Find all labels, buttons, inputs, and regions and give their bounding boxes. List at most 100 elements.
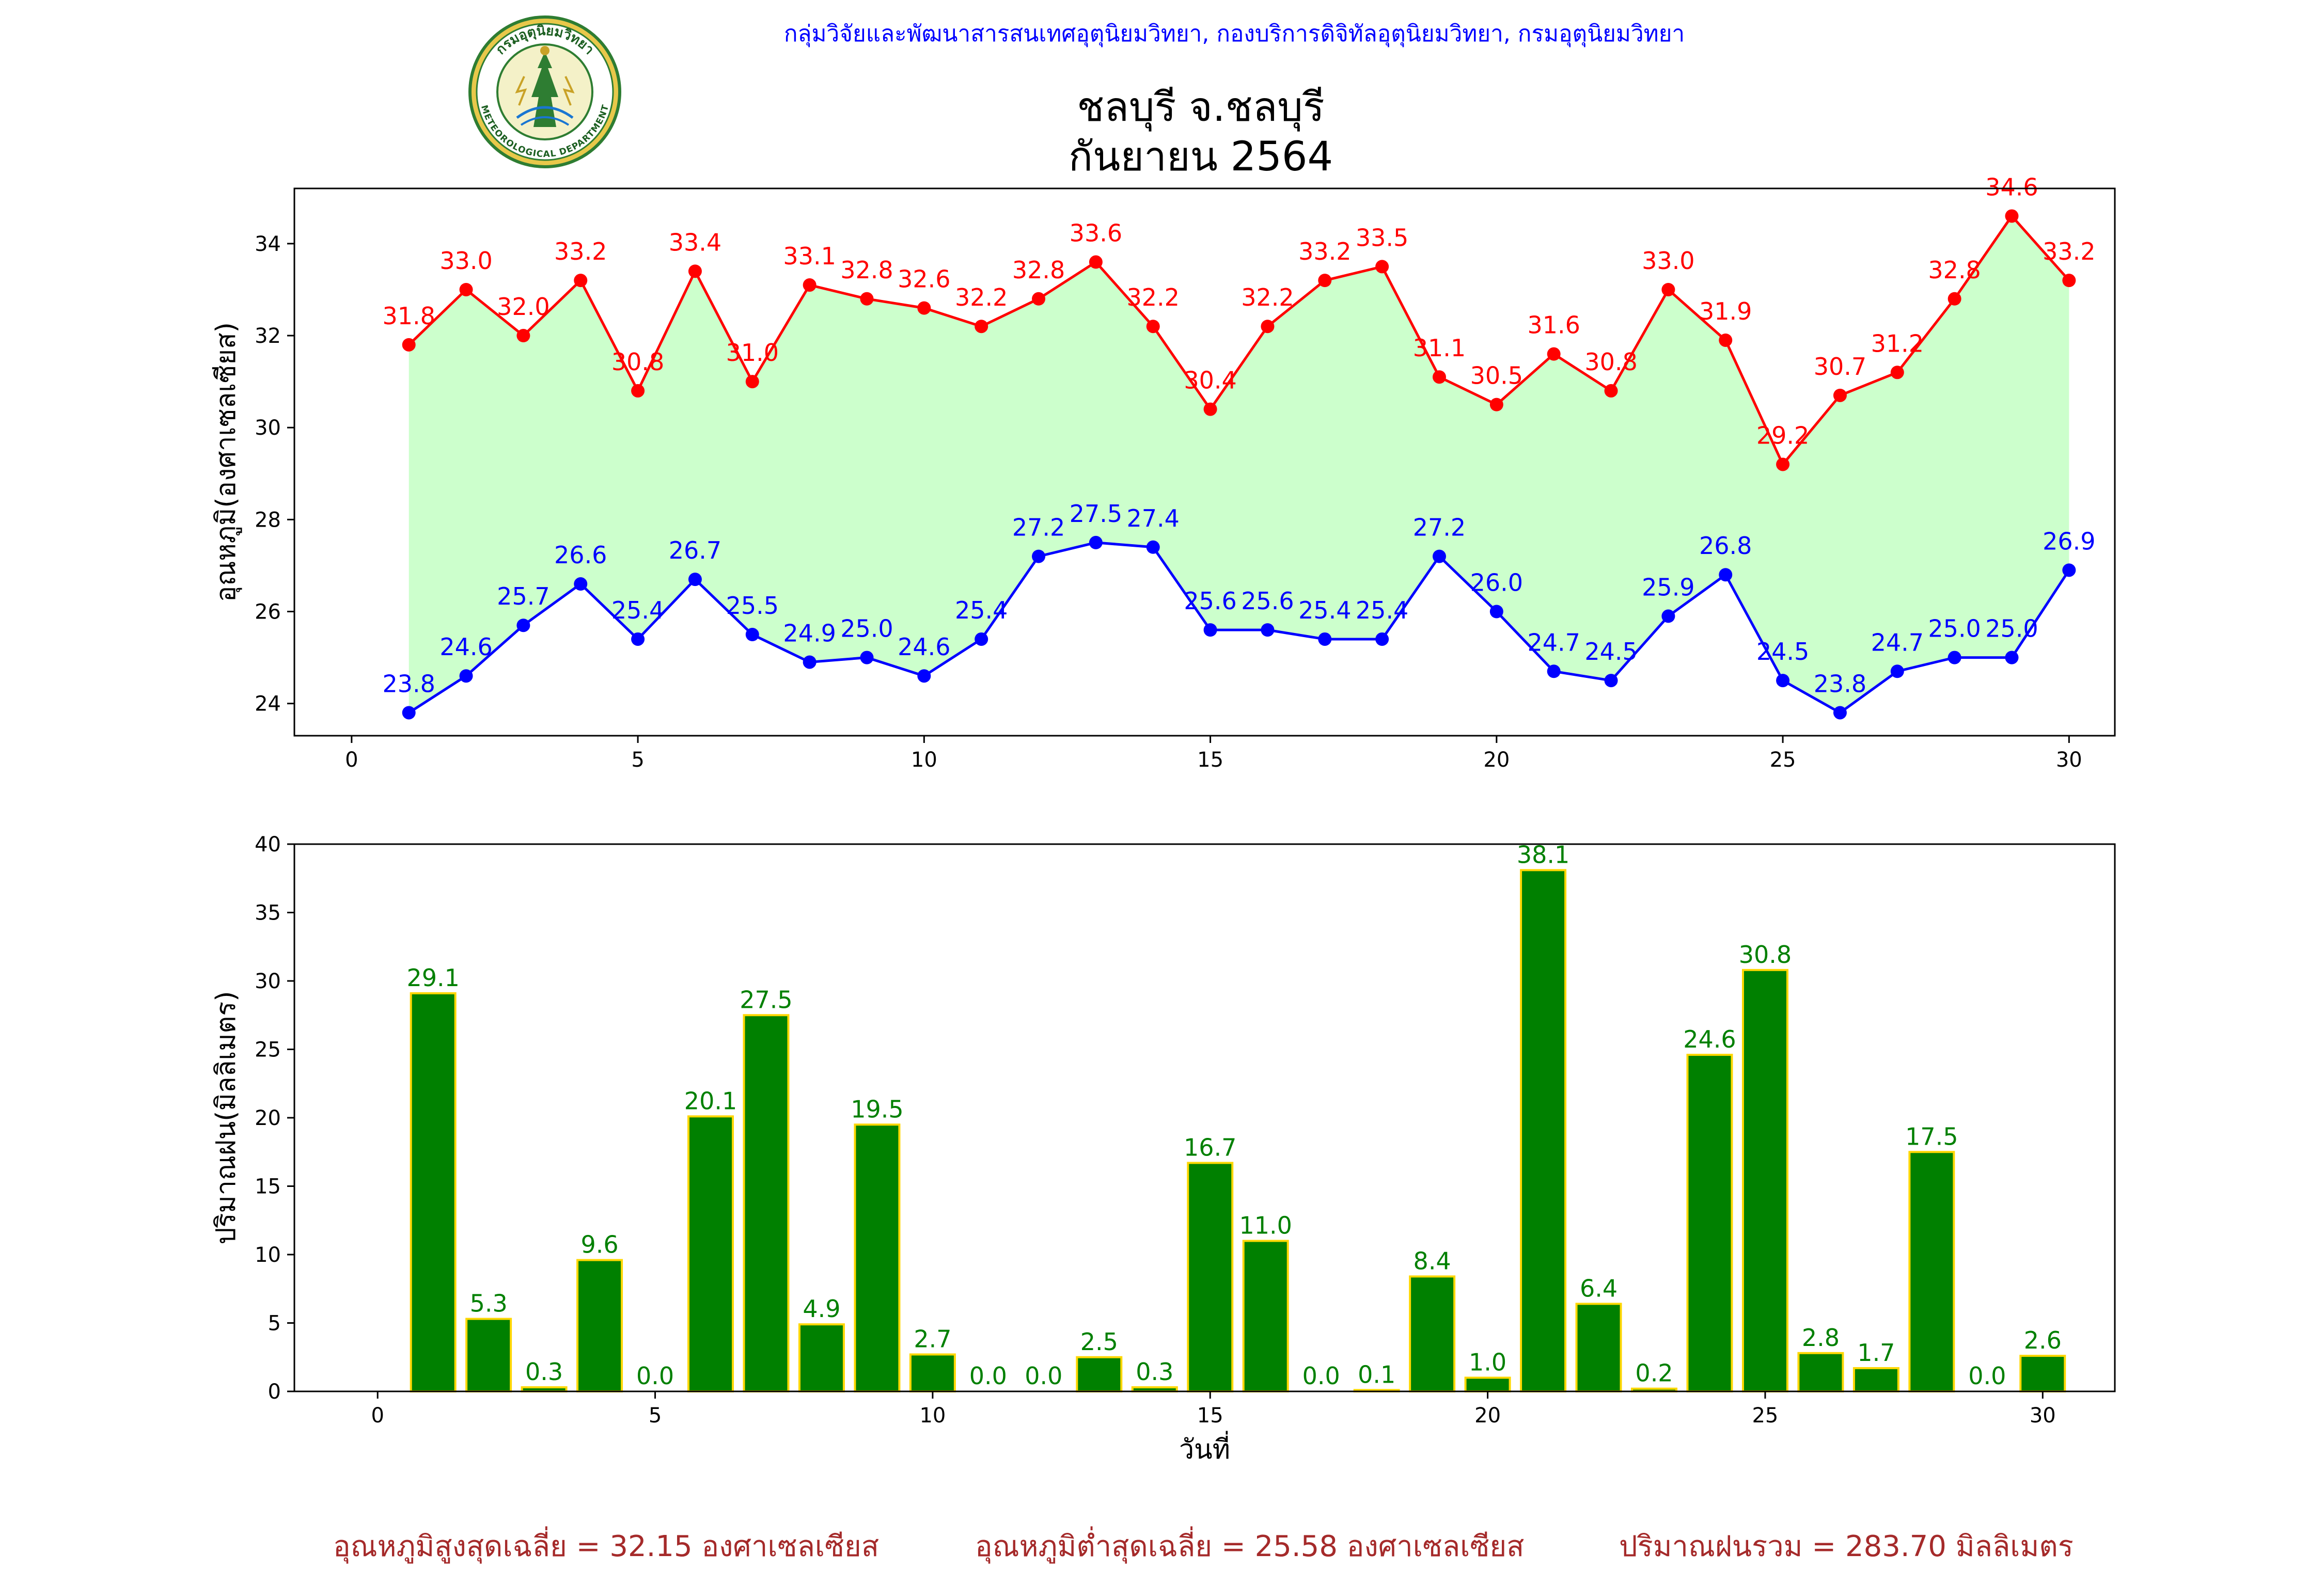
- rainfall-y-tick-label: 10: [255, 1243, 281, 1267]
- min-temperature-label: 25.5: [726, 592, 779, 620]
- temperature-y-tick-label: 26: [255, 600, 281, 624]
- rainfall-label: 0.0: [636, 1362, 674, 1390]
- min-temperature-point: [459, 669, 473, 683]
- min-temperature-label: 26.9: [2043, 527, 2095, 555]
- rainfall-y-tick-label: 5: [268, 1312, 281, 1336]
- rainfall-y-tick-label: 35: [255, 901, 281, 925]
- min-temperature-point: [1719, 568, 1733, 582]
- max-temperature-label: 31.0: [726, 339, 779, 367]
- max-temperature-point: [1318, 274, 1332, 288]
- max-temperature-label: 31.6: [1527, 311, 1580, 339]
- temperature-y-tick-label: 28: [255, 508, 281, 532]
- temperature-x-tick-label: 25: [1770, 748, 1796, 772]
- rainfall-label: 0.0: [1968, 1362, 2006, 1390]
- rainfall-y-tick-label: 0: [268, 1380, 281, 1404]
- rainfall-x-tick-label: 0: [371, 1404, 384, 1428]
- rainfall-bar: [909, 1353, 956, 1392]
- max-temperature-label: 33.1: [783, 242, 836, 270]
- average-max-temperature: อุณหภูมิสูงสุดเฉลี่ย = 32.15 องศาเซลเซีย…: [333, 1530, 880, 1563]
- rainfall-bar: [2019, 1355, 2066, 1393]
- max-temperature-point: [1661, 282, 1675, 296]
- rainfall-bar: [743, 1014, 790, 1392]
- min-temperature-label: 25.6: [1241, 587, 1294, 615]
- min-temperature-label: 25.4: [955, 596, 1008, 624]
- min-temperature-label: 25.0: [840, 615, 893, 643]
- max-temperature-label: 32.2: [1127, 283, 1180, 311]
- temperature-x-tick-label: 0: [345, 748, 358, 772]
- max-temperature-point: [1432, 370, 1446, 384]
- min-temperature-line: [408, 541, 2070, 715]
- rainfall-label: 9.6: [581, 1231, 619, 1259]
- min-temperature-label: 24.6: [439, 633, 492, 661]
- min-temperature-point: [975, 632, 988, 646]
- min-temperature-point: [917, 669, 931, 683]
- max-temperature-label: 32.6: [898, 265, 950, 293]
- max-temperature-point: [975, 320, 988, 334]
- temperature-y-tick-label: 34: [255, 232, 281, 256]
- average-min-temperature: อุณหภูมิต่ำสุดเฉลี่ย = 25.58 องศาเซลเซีย…: [975, 1530, 1525, 1563]
- max-temperature-point: [1604, 384, 1618, 398]
- rainfall-bar: [465, 1318, 512, 1393]
- min-temperature-label: 25.0: [1985, 615, 2038, 643]
- min-temperature-point: [1375, 632, 1389, 646]
- rainfall-label: 5.3: [470, 1290, 508, 1318]
- max-temperature-label: 30.8: [611, 348, 664, 376]
- rainfall-y-tick-label: 20: [255, 1106, 281, 1130]
- min-temperature-point: [688, 573, 702, 587]
- min-temperature-label: 23.8: [382, 670, 435, 698]
- rainfall-label: 8.4: [1414, 1247, 1451, 1275]
- min-temperature-point: [1032, 549, 1046, 563]
- min-temperature-point: [1547, 664, 1561, 678]
- rainfall-y-tick-label: 30: [255, 970, 281, 993]
- max-temperature-label: 33.0: [439, 247, 492, 275]
- max-temperature-point: [917, 301, 931, 315]
- rainfall-y-tick-label: 15: [255, 1175, 281, 1199]
- min-temperature-label: 26.0: [1470, 568, 1523, 596]
- rainfall-y-axis-label: ปริมาณฝน(มิลลิเมตร): [211, 991, 242, 1244]
- min-temperature-label: 25.0: [1928, 615, 1981, 643]
- min-temperature-point: [1203, 623, 1217, 637]
- rainfall-x-tick-label: 30: [2030, 1404, 2056, 1428]
- min-temperature-point: [1432, 549, 1446, 563]
- max-temperature-point: [1375, 260, 1389, 274]
- max-temperature-point: [1146, 320, 1160, 334]
- max-temperature-point: [1719, 333, 1733, 347]
- max-temperature-point: [459, 282, 473, 296]
- min-temperature-label: 25.4: [1356, 596, 1408, 624]
- min-temperature-label: 27.2: [1012, 514, 1065, 542]
- rainfall-bar: [576, 1259, 623, 1393]
- max-temperature-label: 30.7: [1814, 353, 1866, 381]
- max-temperature-point: [1089, 255, 1103, 269]
- max-temperature-point: [1489, 398, 1503, 411]
- rainfall-x-tick-label: 10: [919, 1404, 946, 1428]
- max-temperature-point: [1890, 366, 1904, 379]
- min-temperature-point: [860, 651, 874, 664]
- min-temperature-label: 27.2: [1413, 514, 1466, 542]
- max-temperature-point: [574, 274, 588, 288]
- min-temperature-label: 25.7: [497, 582, 549, 610]
- min-temperature-label: 24.7: [1527, 628, 1580, 656]
- temperature-y-tick-label: 24: [255, 692, 281, 716]
- month-year: กันยายน 2564: [1068, 134, 1333, 180]
- meteorological-department-logo: กรมอุตุนิยมวิทยา METEOROLOGICAL DEPARTME…: [468, 15, 621, 168]
- max-temperature-point: [1032, 292, 1046, 306]
- rainfall-label: 2.6: [2024, 1326, 2062, 1354]
- min-temperature-point: [2005, 651, 2019, 664]
- rainfall-label: 30.8: [1739, 941, 1792, 969]
- min-temperature-point: [1318, 632, 1332, 646]
- rainfall-bar: [1908, 1151, 1955, 1392]
- rainfall-x-tick-label: 25: [1752, 1404, 1778, 1428]
- max-temperature-point: [2062, 274, 2076, 288]
- min-temperature-label: 26.7: [669, 536, 721, 564]
- rainfall-label: 1.0: [1469, 1349, 1506, 1376]
- min-temperature-point: [631, 632, 645, 646]
- max-temperature-label: 31.1: [1413, 334, 1466, 362]
- rainfall-bar: [1409, 1275, 1456, 1392]
- rainfall-label: 0.1: [1358, 1360, 1395, 1388]
- rainfall-label: 2.5: [1080, 1328, 1118, 1356]
- min-temperature-point: [1146, 540, 1160, 554]
- min-temperature-point: [402, 706, 416, 720]
- min-temperature-label: 23.8: [1814, 670, 1866, 698]
- rainfall-label: 0.3: [525, 1358, 563, 1386]
